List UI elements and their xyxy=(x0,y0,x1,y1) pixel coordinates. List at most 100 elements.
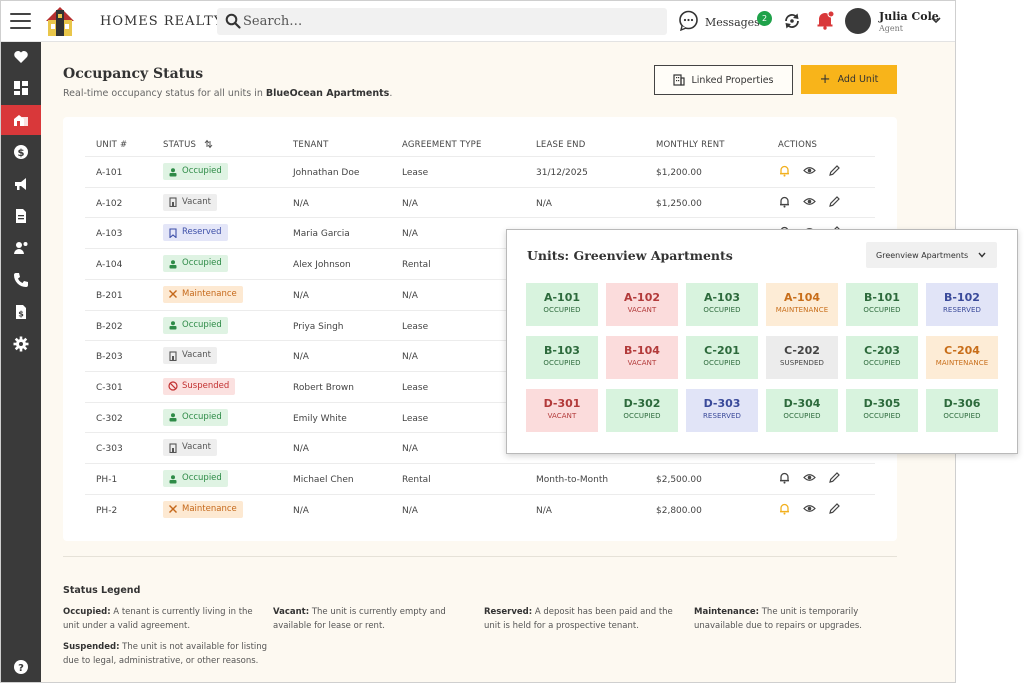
unit-tile[interactable]: A-102 VACANT xyxy=(606,283,678,326)
sidebar-item-invoices[interactable]: $ xyxy=(1,297,41,327)
unit-tile[interactable]: C-204 MAINTENANCE xyxy=(926,336,998,379)
add-unit-button[interactable]: + Add Unit xyxy=(801,65,897,94)
unit-tile[interactable]: D-302 OCCUPIED xyxy=(606,389,678,432)
status-badge: Vacant xyxy=(163,439,217,457)
unit-number: C-302 xyxy=(96,413,123,424)
pencil-icon[interactable] xyxy=(828,164,841,177)
tenant-name: N/A xyxy=(293,505,309,516)
bell-icon[interactable] xyxy=(778,502,791,515)
unit-tile[interactable]: A-101 OCCUPIED xyxy=(526,283,598,326)
unit-tile-id: A-103 xyxy=(703,291,741,304)
unit-number: B-201 xyxy=(96,290,123,301)
property-select[interactable]: Greenview Apartments xyxy=(866,242,997,268)
sort-icon[interactable] xyxy=(204,139,213,149)
tenant-name: Maria Garcia xyxy=(293,229,350,240)
table-row[interactable]: B-201 Maintenance N/A N/A xyxy=(85,278,875,310)
chevron-down-icon[interactable] xyxy=(931,16,941,24)
unit-tile-id: C-204 xyxy=(944,344,980,357)
unit-tile-id: D-301 xyxy=(543,397,581,410)
sidebar-item-dashboard[interactable] xyxy=(1,73,41,103)
table-row[interactable]: PH-1 Occupied Michael Chen Rental Month-to-M… xyxy=(85,463,875,494)
tenant-name: N/A xyxy=(293,444,309,455)
table-row[interactable]: B-202 Occupied Priya Singh Lease xyxy=(85,309,875,341)
tenant-name: Alex Johnson xyxy=(293,260,351,271)
table-row[interactable]: A-102 Vacant N/A N/A N/A $1,250.00 xyxy=(85,186,875,218)
unit-tile[interactable]: B-102 RESERVED xyxy=(926,283,998,326)
sidebar-item-properties[interactable] xyxy=(1,105,41,135)
unit-tile[interactable]: D-303 RESERVED xyxy=(686,389,758,432)
linked-properties-button[interactable]: Linked Properties xyxy=(654,65,793,95)
eye-icon[interactable] xyxy=(803,502,816,515)
menu-icon[interactable] xyxy=(10,13,31,29)
col-actions-header: ACTIONS xyxy=(778,140,818,150)
unit-tile-status: VACANT xyxy=(547,412,577,420)
unit-tile-id: D-303 xyxy=(703,397,741,410)
unit-tile[interactable]: B-101 OCCUPIED xyxy=(846,283,918,326)
door-icon xyxy=(169,443,177,453)
user-avatar[interactable] xyxy=(845,8,871,34)
unit-tile-id: D-305 xyxy=(863,397,901,410)
unit-tile-id: A-104 xyxy=(783,291,821,304)
bell-icon[interactable] xyxy=(778,195,791,208)
unit-tile[interactable]: A-104 MAINTENANCE xyxy=(766,283,838,326)
col-status-header[interactable]: STATUS xyxy=(163,140,197,150)
document-icon xyxy=(16,209,26,223)
bell-icon[interactable] xyxy=(778,164,791,177)
unit-tile[interactable]: A-103 OCCUPIED xyxy=(686,283,758,326)
sidebar-item-help[interactable]: ? xyxy=(1,652,41,682)
pencil-icon[interactable] xyxy=(828,471,841,484)
sidebar-item-marketing[interactable] xyxy=(1,169,41,199)
col-agreement-header: AGREEMENT TYPE xyxy=(402,140,482,150)
lease-end: N/A xyxy=(536,505,552,516)
unit-tile-status: OCCUPIED xyxy=(543,359,581,367)
unit-tile[interactable]: C-202 SUSPENDED xyxy=(766,336,838,379)
unit-tile[interactable]: C-201 OCCUPIED xyxy=(686,336,758,379)
legend-vacant: Vacant: The unit is currently empty and … xyxy=(273,607,446,631)
unit-tile[interactable]: C-203 OCCUPIED xyxy=(846,336,918,379)
chevron-down-icon xyxy=(978,252,986,258)
unit-tile[interactable]: D-305 OCCUPIED xyxy=(846,389,918,432)
sync-icon[interactable] xyxy=(782,11,802,31)
unit-tile-status: RESERVED xyxy=(702,412,742,420)
table-row[interactable]: C-302 Occupied Emily White Lease xyxy=(85,401,875,433)
search-bar[interactable] xyxy=(217,8,667,35)
page-subtitle: Real-time occupancy status for all units… xyxy=(63,88,393,99)
agreement-type: Lease xyxy=(402,413,429,424)
help-icon: ? xyxy=(14,660,28,674)
search-input[interactable] xyxy=(243,12,643,31)
sidebar-item-calls[interactable] xyxy=(1,265,41,295)
sidebar-item-settings[interactable] xyxy=(1,329,41,359)
sidebar-item-clients[interactable] xyxy=(1,233,41,263)
eye-icon[interactable] xyxy=(803,471,816,484)
unit-tile[interactable]: D-301 VACANT xyxy=(526,389,598,432)
tenant-name: Emily White xyxy=(293,413,347,424)
sidebar-item-favorites[interactable] xyxy=(1,42,41,72)
eye-icon[interactable] xyxy=(803,195,816,208)
table-row[interactable]: C-303 Vacant N/A N/A xyxy=(85,432,875,463)
unit-number: B-203 xyxy=(96,352,123,363)
unit-tile[interactable]: D-306 OCCUPIED xyxy=(926,389,998,432)
table-row[interactable]: A-104 Occupied Alex Johnson Rental xyxy=(85,248,875,279)
messages-count-badge: 2 xyxy=(757,11,772,26)
unit-tile[interactable]: B-104 VACANT xyxy=(606,336,678,379)
unit-tile[interactable]: B-103 OCCUPIED xyxy=(526,336,598,379)
pencil-icon[interactable] xyxy=(828,195,841,208)
pencil-icon[interactable] xyxy=(828,502,841,515)
notification-bell-icon[interactable] xyxy=(814,9,836,31)
agreement-type: N/A xyxy=(402,198,418,209)
dashboard-icon xyxy=(14,81,28,95)
unit-tile-status: OCCUPIED xyxy=(863,306,901,314)
bell-icon[interactable] xyxy=(778,471,791,484)
unit-tile[interactable]: D-304 OCCUPIED xyxy=(766,389,838,432)
table-row[interactable]: A-101 Occupied Johnathan Doe Lease 31/12/202… xyxy=(85,156,875,187)
plus-icon: + xyxy=(819,72,831,87)
svg-text:$: $ xyxy=(18,310,24,319)
prohibited-icon xyxy=(168,381,178,391)
sidebar-item-finance[interactable]: $ xyxy=(1,137,41,167)
table-row[interactable]: PH-2 Maintenance N/A N/A N/A $2,800.00 xyxy=(85,493,875,525)
brand-name: HOMES REALTY xyxy=(100,14,224,29)
status-badge: Maintenance xyxy=(163,285,243,303)
sidebar-item-documents[interactable] xyxy=(1,201,41,231)
megaphone-icon xyxy=(15,178,26,190)
eye-icon[interactable] xyxy=(803,164,816,177)
